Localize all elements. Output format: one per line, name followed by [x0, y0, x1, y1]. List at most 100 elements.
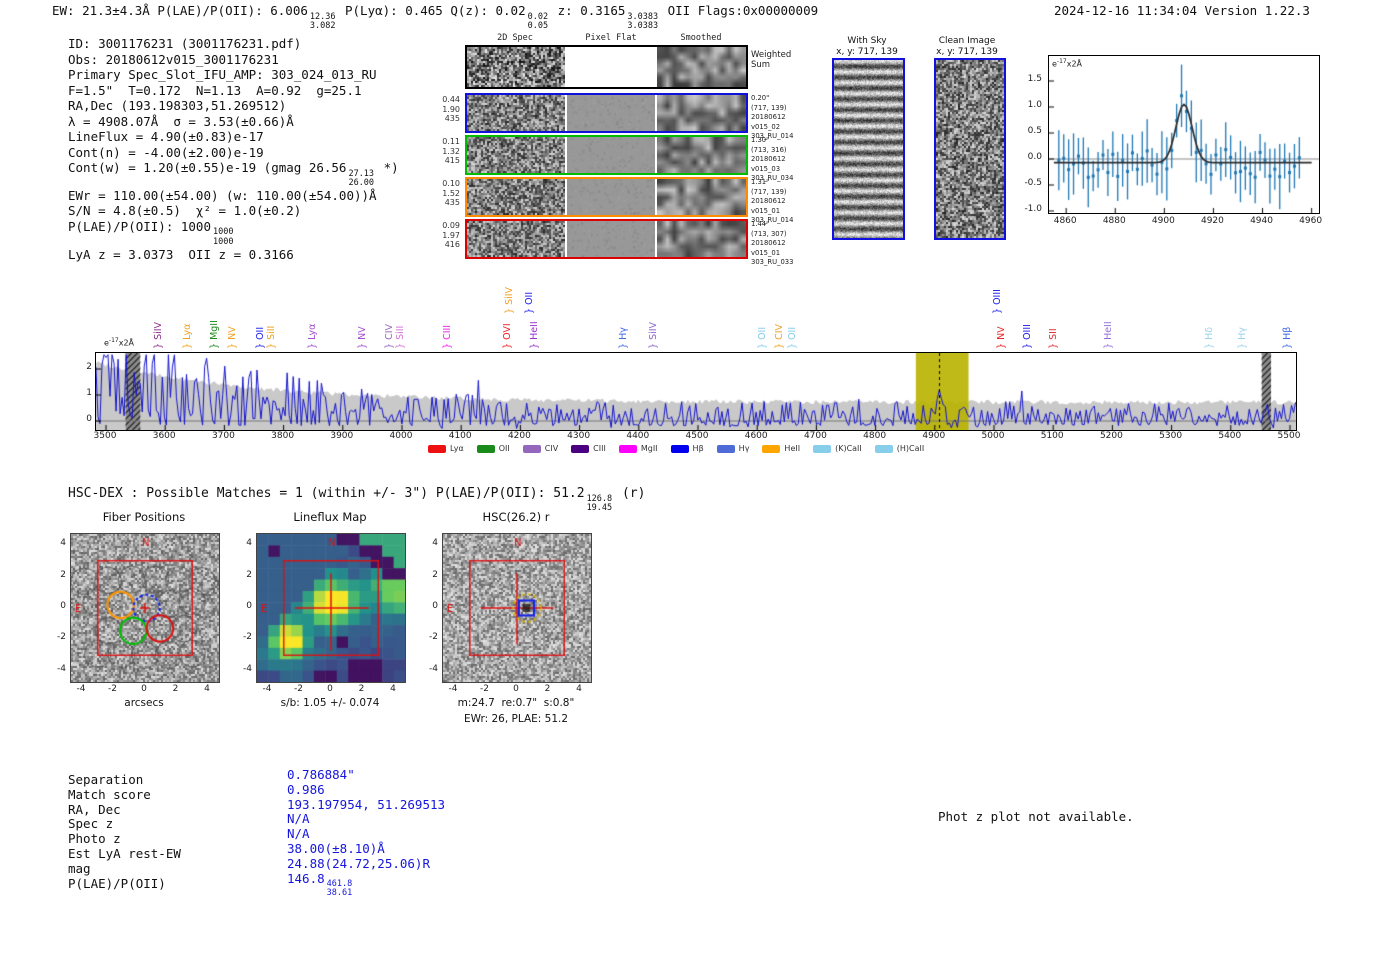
tick-label: 4100 [448, 431, 472, 441]
2d-spec-row [465, 135, 748, 175]
tick-label: 1.5 [1027, 74, 1042, 84]
2d-spec-row [465, 177, 748, 217]
2d-spec-strip [657, 221, 746, 257]
2d-spec-strip [657, 47, 746, 87]
text-segment: 0.986 [287, 781, 325, 797]
sup-value: 1000 [213, 227, 234, 238]
text-segment: S/N = 4.8(±0.5) χ² = 1.0(±0.2) [68, 203, 302, 219]
text-segment: F=1.5" T=0.172 N=1.13 A=0.92 g=25.1 [68, 82, 362, 98]
legend-item: (K)CaII [813, 444, 862, 453]
line-label-CIV: } CIV [384, 324, 395, 349]
photz-note: Phot z plot not available. [938, 809, 1134, 824]
tick-label: -2 [294, 684, 303, 694]
line-label-NV: } NV [357, 326, 368, 349]
legend-swatch [522, 444, 541, 453]
sup-value: 0.02 [527, 11, 549, 22]
2d-spec-strip [567, 137, 655, 173]
full-spectrum-canvas [96, 353, 1296, 430]
tick-label: 1 [86, 388, 92, 398]
text-segment: (r) [614, 486, 646, 501]
match-table-value: N/A [287, 811, 445, 827]
tick-label: 4 [60, 538, 66, 549]
legend-item: MgII [618, 444, 658, 453]
sub-value: 38.61 [326, 888, 353, 899]
2d-spec-strip [567, 221, 655, 257]
legend-item: CIII [571, 444, 606, 453]
tick-label: -0.5 [1024, 178, 1042, 188]
2d-row-stats: 0.11 1.32 415 [442, 137, 460, 166]
line-label-Hβ: } Hβ [1282, 326, 1293, 349]
line-label-OII: } OII [787, 326, 798, 349]
2d-row-annotation: 1.31" (717, 139) 20180612 v015_01 303_RU… [751, 178, 794, 225]
sub-value: 3.082 [309, 20, 336, 31]
with-sky-image [832, 58, 905, 240]
sup-value: 126.8 [586, 493, 613, 504]
text-segment: ID: 3001176231 (3001176231.pdf) [68, 36, 302, 51]
tick-label: 4500 [685, 431, 709, 441]
tick-label: 4960 [1299, 216, 1323, 226]
tick-label: 2 [246, 569, 252, 580]
tick-label: 4 [432, 538, 438, 549]
sup-sub-fraction: 27.13 26.00 [348, 169, 374, 188]
tick-label: 2 [60, 569, 66, 580]
sup-sub-fraction: 461.8 38.61 [326, 879, 353, 899]
legend-swatch [618, 444, 637, 453]
match-table-value: 193.197954, 51.269513 [287, 796, 446, 813]
line-label-OII: } OII [524, 291, 535, 314]
text-segment: 0.786884" [287, 767, 355, 782]
2d-spec-strip [467, 221, 565, 257]
tick-label: 0 [86, 414, 92, 424]
match-table-values: 0.786884" 0.986 193.197954, 51.269513 N/A N/… [287, 767, 446, 899]
tick-label: 3800 [271, 431, 295, 441]
fiber-positions-xlabel: arcsecs [124, 697, 164, 709]
match-table-value: 0.786884" [287, 767, 445, 783]
2d-col-header: Pixel Flat [585, 33, 637, 43]
legend-item: Hγ [716, 444, 749, 453]
legend-item: Hβ [670, 444, 704, 453]
text-segment: 193.197954, 51.269513 [287, 796, 446, 812]
tick-label: 4880 [1102, 216, 1126, 226]
full-spectrum-plot [95, 352, 1297, 431]
legend-swatch [428, 444, 446, 453]
text-segment: Obs: 20180612v015_3001176231 [68, 51, 279, 67]
tick-label: -4 [429, 663, 438, 674]
tick-label: 4300 [567, 431, 591, 441]
legend-label: MgII [640, 444, 658, 453]
2d-spec-strip [467, 47, 565, 87]
sup-value: 3.0383 [627, 11, 659, 22]
tick-label: 5000 [981, 431, 1005, 441]
match-table-label: P(LAE)/P(OII) [68, 875, 166, 891]
line-label-Lyα: } Lyα [182, 323, 193, 349]
info-line: Cont(w) = 1.20(±0.55)e-19 (gmag 26.56 27.… [68, 160, 399, 188]
2d-row-stats: 0.09 1.97 416 [442, 221, 460, 250]
tick-label: -4 [262, 684, 272, 694]
match-table-label: Match score [68, 786, 151, 802]
line-fit-canvas [1049, 56, 1319, 213]
tick-label: 0 [327, 684, 333, 694]
info-line: Primary Spec_Slot_IFU_AMP: 303_024_013_R… [68, 67, 399, 83]
line-label-CIV: } CIV [774, 324, 785, 349]
2d-col-header: Smoothed [680, 33, 722, 43]
legend-item: HeII [762, 444, 800, 453]
fullspec-units: e-17x2Å [104, 337, 135, 348]
line-label-SiIV: } SiIV [504, 286, 515, 314]
info-line: LyA z = 3.0373 OII z = 0.3166 [68, 247, 399, 263]
line-label-NV: } NV [996, 326, 1007, 349]
fiber-positions-image [70, 533, 220, 683]
line-label-MgII: } MgII [209, 320, 220, 349]
fit-plot-units: e-17x2Å [1052, 58, 1083, 69]
text-segment: P(Lyα): 0.465 Q(z): 0.02 [337, 3, 526, 18]
tick-label: 4900 [1151, 216, 1175, 226]
tick-label: -2 [429, 632, 438, 643]
info-line: λ = 4908.07Å σ = 3.53(±0.66)Å [68, 114, 399, 130]
tick-label: 0.0 [1027, 152, 1042, 162]
tick-label: 0 [246, 601, 252, 611]
hsc-cutout-xlabel: m:24.7 re:0.7" s:0.8" [457, 697, 575, 709]
tick-label: 3900 [330, 431, 354, 441]
match-table-label: RA, Dec [68, 801, 121, 817]
line-label-SiIV: } SiIV [648, 321, 659, 349]
tick-label: 2 [172, 684, 179, 694]
match-table-label: Spec z [68, 816, 114, 832]
match-table-value: 24.88(24.72,25.06)R [287, 856, 445, 872]
hsc-dex-header: HSC-DEX : Possible Matches = 1 (within +… [68, 486, 645, 513]
